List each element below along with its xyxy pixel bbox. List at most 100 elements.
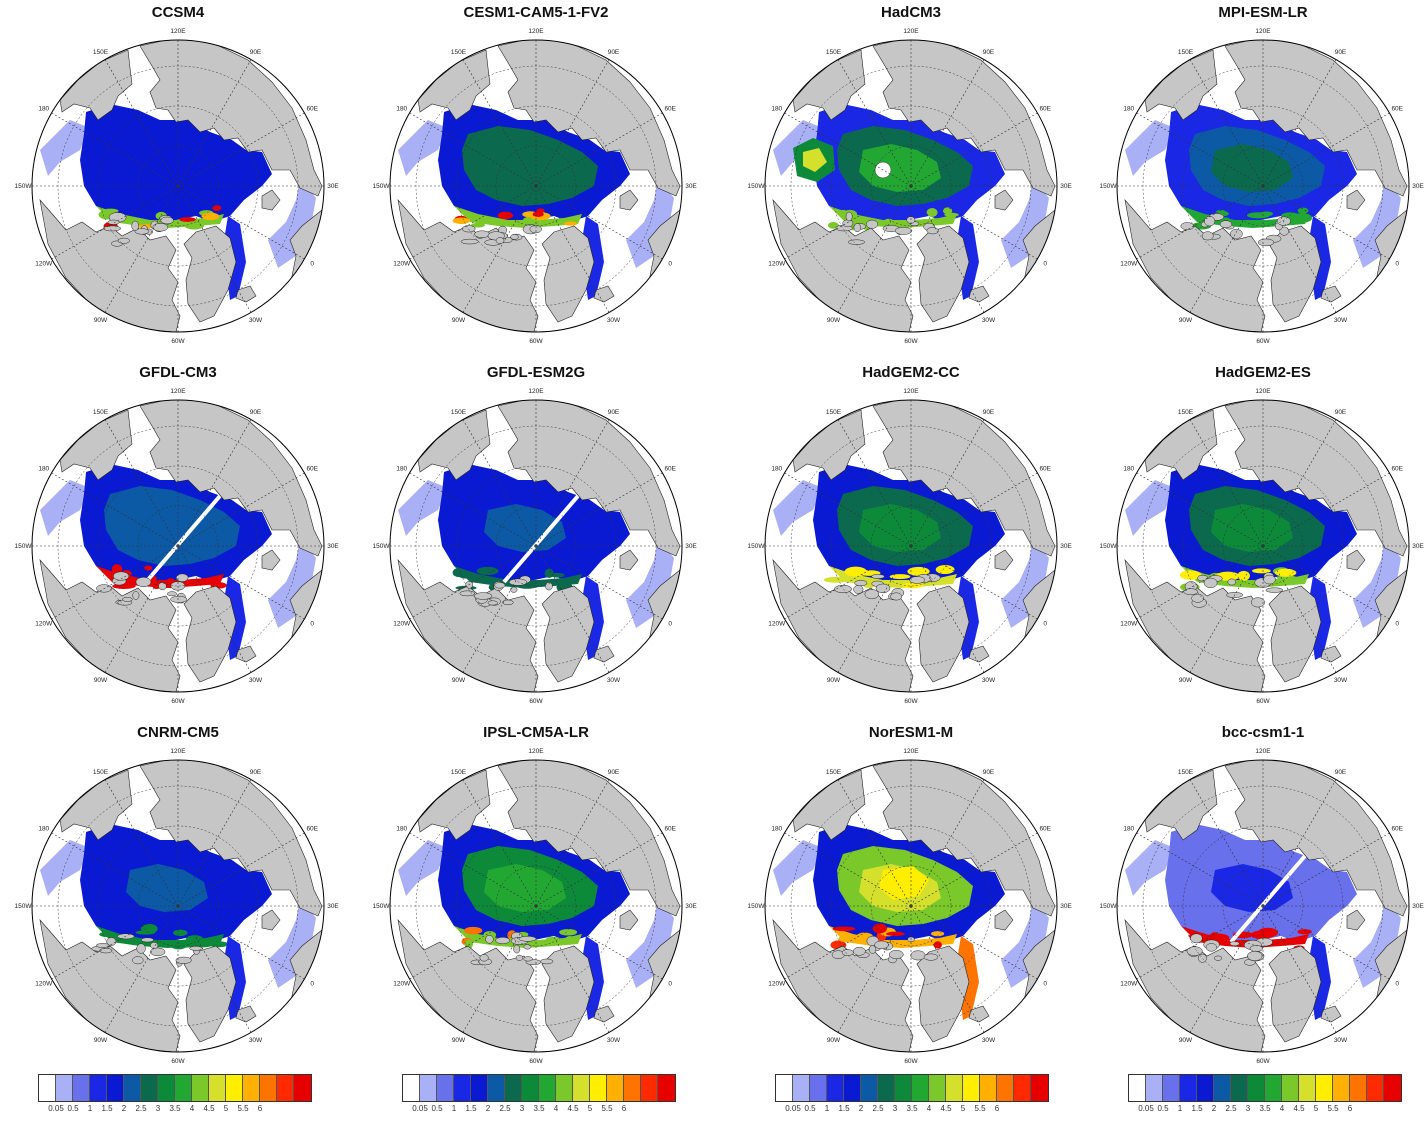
longitude-label: 150E bbox=[1178, 409, 1194, 416]
colorbar-swatch bbox=[158, 1075, 175, 1101]
longitude-label: 60E bbox=[1039, 466, 1051, 473]
longitude-label: 180 bbox=[1123, 466, 1134, 473]
polar-map: 120E 90E 60E 30E 0 30W 60W 90W 120W 150W 180 150E bbox=[748, 748, 1073, 1065]
colorbar-swatch bbox=[1031, 1075, 1048, 1101]
colorbar-swatch bbox=[505, 1075, 522, 1101]
colorbar-tick-label: 5.5 bbox=[1327, 1104, 1339, 1113]
map-panel: 120E 90E 60E 30E 0 30W 60W 90W 120W 150W 180 150E GF… bbox=[0, 360, 356, 716]
colorbar-swatch bbox=[776, 1075, 793, 1101]
longitude-label: 90W bbox=[827, 1037, 841, 1044]
longitude-label: 150E bbox=[826, 409, 842, 416]
longitude-label: 150E bbox=[826, 49, 842, 56]
colorbar-tick-label: 2 bbox=[485, 1104, 491, 1113]
longitude-label: 120W bbox=[768, 621, 786, 628]
panel-title: HadCM3 bbox=[880, 4, 941, 21]
colorbar-swatch bbox=[810, 1075, 827, 1101]
colorbar-tick-label: 1.5 bbox=[838, 1104, 850, 1113]
colorbar-tick-label: 1.5 bbox=[101, 1104, 113, 1113]
map-panel: 120E 90E 60E 30E 0 30W 60W 90W 120W 150W 180 150E CN… bbox=[0, 720, 356, 1076]
colorbar-swatch bbox=[277, 1075, 294, 1101]
longitude-label: 60W bbox=[529, 338, 543, 345]
colorbar-tick-label: 2.5 bbox=[499, 1104, 511, 1113]
longitude-label: 0 bbox=[668, 981, 672, 988]
colorbar-tick-label: 3 bbox=[1245, 1104, 1251, 1113]
longitude-label: 120W bbox=[35, 261, 53, 268]
longitude-label: 30W bbox=[249, 1037, 263, 1044]
colorbar-swatch bbox=[1163, 1075, 1180, 1101]
longitude-label: 150W bbox=[1100, 903, 1118, 910]
longitude-label: 30W bbox=[1334, 317, 1348, 324]
longitude-label: 150E bbox=[451, 409, 467, 416]
colorbar-swatch bbox=[861, 1075, 878, 1101]
longitude-label: 180 bbox=[38, 106, 49, 113]
longitude-label: 60W bbox=[1256, 1058, 1270, 1065]
longitude-label: 90E bbox=[983, 49, 995, 56]
longitude-label: 90E bbox=[983, 769, 995, 776]
longitude-label: 0 bbox=[1043, 981, 1047, 988]
longitude-label: 120E bbox=[903, 748, 919, 755]
longitude-label: 90W bbox=[94, 1037, 108, 1044]
colorbar-swatch bbox=[522, 1075, 539, 1101]
colorbar-swatch bbox=[1014, 1075, 1031, 1101]
longitude-label: 60W bbox=[171, 338, 185, 345]
longitude-label: 120E bbox=[903, 388, 919, 395]
longitude-label: 120E bbox=[528, 388, 544, 395]
longitude-label: 150E bbox=[451, 769, 467, 776]
panel-title: CESM1-CAM5-1-FV2 bbox=[463, 4, 609, 21]
longitude-label: 150W bbox=[1100, 183, 1118, 190]
colorbar-tick-label: 0.5 bbox=[804, 1104, 816, 1113]
colorbar-tick-label: 5 bbox=[587, 1104, 593, 1113]
colorbar-swatch bbox=[641, 1075, 658, 1101]
colorbar-swatch bbox=[141, 1075, 158, 1101]
longitude-label: 150W bbox=[748, 903, 766, 910]
longitude-label: 90E bbox=[1335, 769, 1347, 776]
colorbar-tick-label: 1 bbox=[451, 1104, 457, 1113]
colorbar-swatch bbox=[793, 1075, 810, 1101]
colorbar-swatch bbox=[1367, 1075, 1384, 1101]
polar-map: 120E 90E 60E 30E 0 30W 60W 90W 120W 150W 180 150E bbox=[373, 388, 698, 705]
longitude-label: 120W bbox=[768, 981, 786, 988]
colorbar-swatch bbox=[1214, 1075, 1231, 1101]
longitude-label: 60E bbox=[664, 106, 676, 113]
longitude-label: 120E bbox=[170, 388, 186, 395]
colorbar-tick-label: 1.5 bbox=[1191, 1104, 1203, 1113]
longitude-label: 0 bbox=[1395, 261, 1399, 268]
colorbar-swatch bbox=[73, 1075, 90, 1101]
longitude-label: 150E bbox=[1178, 769, 1194, 776]
longitude-label: 60E bbox=[1391, 466, 1403, 473]
longitude-label: 60E bbox=[306, 826, 318, 833]
colorbar-tick-label: 4 bbox=[926, 1104, 932, 1113]
colorbar-swatch bbox=[556, 1075, 573, 1101]
longitude-label: 120E bbox=[528, 28, 544, 35]
colorbar-swatch bbox=[124, 1075, 141, 1101]
panel-title: MPI-ESM-LR bbox=[1218, 4, 1308, 21]
colorbar-tick-label: 2 bbox=[858, 1104, 864, 1113]
colorbar-swatch bbox=[437, 1075, 454, 1101]
longitude-label: 30E bbox=[685, 543, 697, 550]
longitude-label: 30W bbox=[249, 317, 263, 324]
longitude-label: 60E bbox=[1039, 826, 1051, 833]
colorbar-tick-label: 5.5 bbox=[974, 1104, 986, 1113]
longitude-label: 60W bbox=[904, 338, 918, 345]
longitude-label: 60W bbox=[171, 698, 185, 705]
colorbar-swatch bbox=[192, 1075, 209, 1101]
colorbar-swatch bbox=[946, 1075, 963, 1101]
colorbar-swatch bbox=[471, 1075, 488, 1101]
colorbar-tick-label: 0.05 bbox=[48, 1104, 64, 1113]
longitude-label: 90E bbox=[608, 49, 620, 56]
longitude-label: 150W bbox=[15, 183, 33, 190]
polar-map: 120E 90E 60E 30E 0 30W 60W 90W 120W 150W 180 150E bbox=[748, 388, 1073, 705]
longitude-label: 150W bbox=[748, 183, 766, 190]
map-panel: 120E 90E 60E 30E 0 30W 60W 90W 120W 150W 180 150E No… bbox=[733, 720, 1089, 1076]
colorbar-tick-label: 6 bbox=[257, 1104, 263, 1113]
longitude-label: 90W bbox=[1179, 317, 1193, 324]
longitude-label: 60W bbox=[529, 1058, 543, 1065]
longitude-label: 180 bbox=[771, 826, 782, 833]
longitude-label: 180 bbox=[1123, 106, 1134, 113]
map-panel: 120E 90E 60E 30E 0 30W 60W 90W 120W 150W 180 150E Ha… bbox=[733, 360, 1089, 716]
colorbar-swatch bbox=[1129, 1075, 1146, 1101]
colorbar-swatch bbox=[1146, 1075, 1163, 1101]
colorbar: 0.05 0.5 1 1.5 2 2.5 3 3.5 4 4.5 5 5.5 6 bbox=[38, 1074, 328, 1124]
panel-title: CCSM4 bbox=[151, 4, 205, 21]
longitude-label: 30W bbox=[982, 1037, 996, 1044]
